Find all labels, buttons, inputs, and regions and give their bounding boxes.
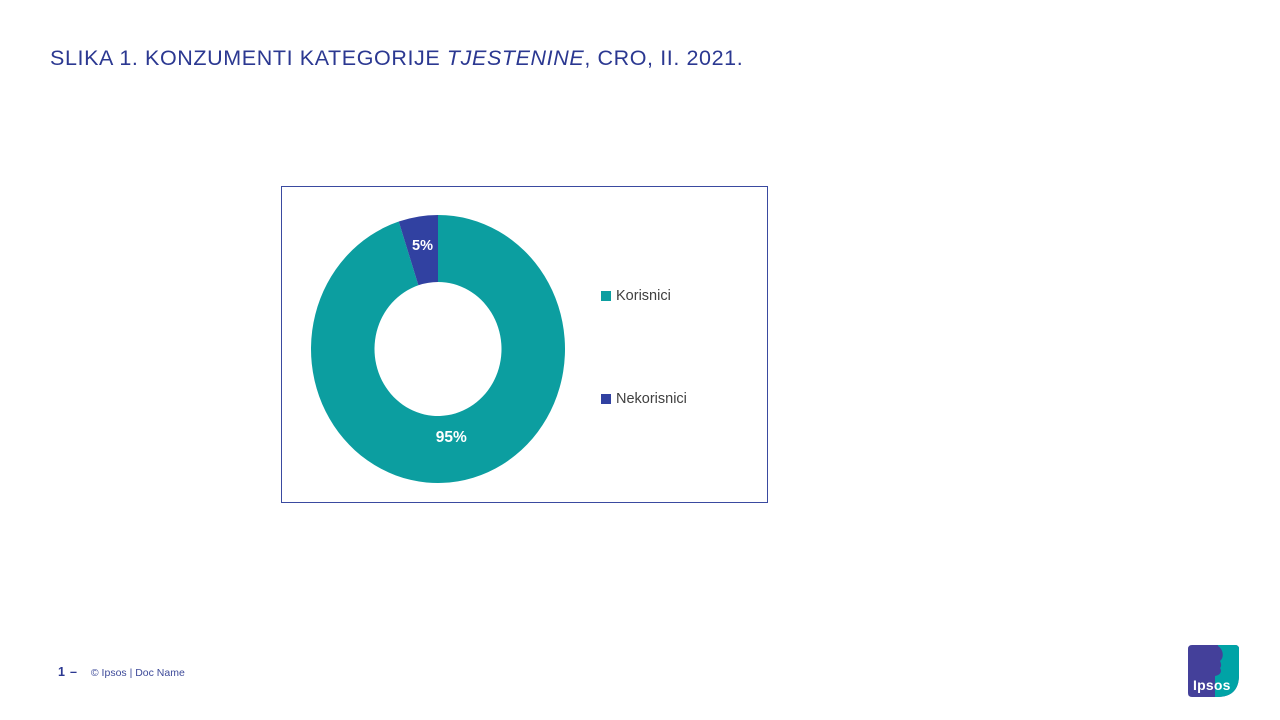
slide-title: SLIKA 1. KONZUMENTI KATEGORIJE TJESTENIN…: [50, 44, 743, 72]
donut-chart: 95% 5%: [311, 215, 565, 483]
slide-title-suffix: , CRO, II. 2021.: [584, 46, 744, 70]
donut-slice-korisnici: [311, 215, 565, 483]
donut-data-label: 5%: [412, 238, 433, 254]
slide-title-emphasis: TJESTENINE: [446, 46, 585, 70]
ipsos-logo-text: Ipsos: [1193, 677, 1231, 693]
legend-swatch-nekorisnici: [601, 394, 611, 404]
legend-label-korisnici: Korisnici: [616, 288, 671, 304]
slide-footer: 1 – © Ipsos | Doc Name: [58, 665, 185, 679]
footer-separator: –: [69, 665, 77, 679]
chart-legend: Korisnici Nekorisnici: [601, 187, 761, 502]
legend-swatch-korisnici: [601, 291, 611, 301]
legend-item-korisnici: Korisnici: [601, 288, 671, 304]
donut-slice-nekorisnici: [398, 215, 438, 286]
legend-label-nekorisnici: Nekorisnici: [616, 391, 687, 407]
page-number: 1: [58, 665, 65, 679]
chart-frame: 95% 5% Korisnici Nekorisnici: [281, 186, 768, 503]
ipsos-logo: Ipsos: [1188, 645, 1239, 697]
slide-title-prefix: SLIKA 1. KONZUMENTI KATEGORIJE: [50, 46, 447, 70]
footer-credit: © Ipsos | Doc Name: [90, 667, 185, 679]
ipsos-logo-mark: [1188, 645, 1239, 697]
donut-data-label: 95%: [436, 429, 467, 446]
legend-item-nekorisnici: Nekorisnici: [601, 391, 687, 407]
